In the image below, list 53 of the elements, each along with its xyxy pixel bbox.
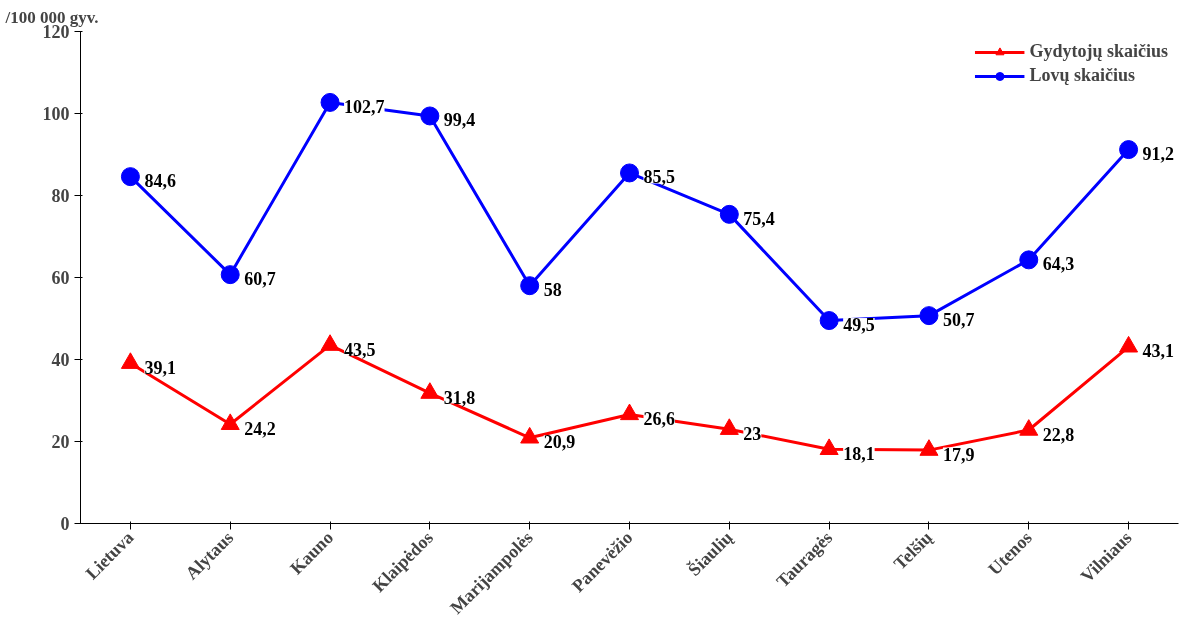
data-label: 39,1 (144, 357, 176, 378)
point (220, 265, 240, 285)
y-tick-label: 40 (51, 350, 70, 370)
data-label: 50,7 (942, 310, 975, 331)
data-label: 26,6 (643, 408, 675, 429)
point (719, 204, 739, 224)
point (620, 403, 639, 421)
y-tick-label: 100 (42, 104, 70, 124)
legend-label: Gydytojų skaičius (1029, 41, 1168, 62)
data-label: 43,1 (1142, 341, 1175, 362)
point (420, 382, 440, 399)
data-label: 20,9 (543, 432, 576, 453)
data-label: 24,2 (244, 418, 276, 439)
point (620, 163, 639, 183)
data-label: 85,5 (643, 167, 675, 188)
point (320, 92, 340, 112)
y-tick-label: 60 (51, 268, 70, 288)
data-label: 18,1 (843, 443, 875, 464)
point (520, 276, 540, 296)
point (1119, 140, 1139, 160)
point (819, 438, 839, 455)
data-label: 22,8 (1042, 424, 1075, 445)
point (120, 167, 140, 187)
point (919, 439, 939, 456)
point (1019, 250, 1039, 270)
data-label: 43,5 (344, 339, 376, 360)
data-label: 49,5 (843, 315, 875, 336)
point (1119, 335, 1139, 353)
data-label: 60,7 (244, 269, 276, 290)
point (1019, 419, 1039, 436)
point (320, 334, 340, 351)
point (420, 106, 440, 126)
data-label: 17,9 (942, 444, 975, 465)
y-tick-label: 20 (51, 432, 70, 452)
point (919, 306, 939, 326)
y-tick-label: 120 (42, 22, 70, 42)
data-label: 91,2 (1142, 144, 1175, 165)
data-label: 99,4 (443, 110, 476, 131)
point (819, 311, 839, 331)
legend-label: Lovų skaičius (1029, 65, 1135, 86)
data-label: 64,3 (1042, 254, 1075, 275)
y-tick-label: 80 (51, 186, 70, 206)
point (220, 413, 240, 430)
y-tick-label: 0 (60, 514, 70, 534)
point (120, 352, 140, 369)
point (520, 426, 540, 444)
data-label: 58 (543, 280, 562, 301)
data-label: 31,8 (443, 387, 476, 408)
data-label: 102,7 (344, 96, 385, 117)
data-label: 84,6 (144, 171, 176, 192)
data-label: 23 (743, 423, 762, 444)
data-label: 75,4 (743, 208, 775, 229)
point (719, 418, 739, 435)
